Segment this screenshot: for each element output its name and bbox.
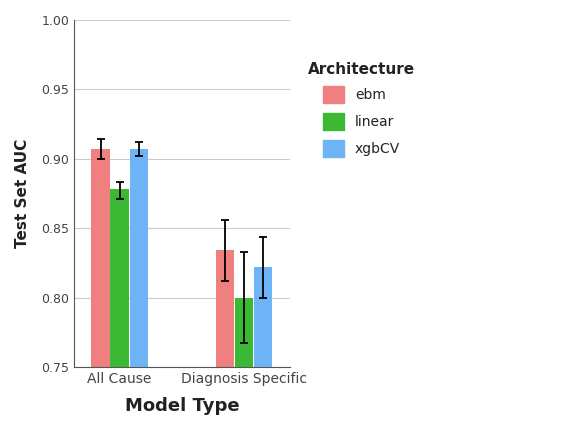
Bar: [254, 267, 272, 367]
Bar: [216, 250, 234, 367]
X-axis label: Model Type: Model Type: [125, 397, 239, 415]
Bar: [110, 189, 128, 367]
Legend: ebm, linear, xgbCV: ebm, linear, xgbCV: [301, 55, 422, 163]
Bar: [130, 149, 148, 367]
Bar: [91, 149, 110, 367]
Bar: [235, 298, 253, 367]
Y-axis label: Test Set AUC: Test Set AUC: [15, 139, 30, 248]
